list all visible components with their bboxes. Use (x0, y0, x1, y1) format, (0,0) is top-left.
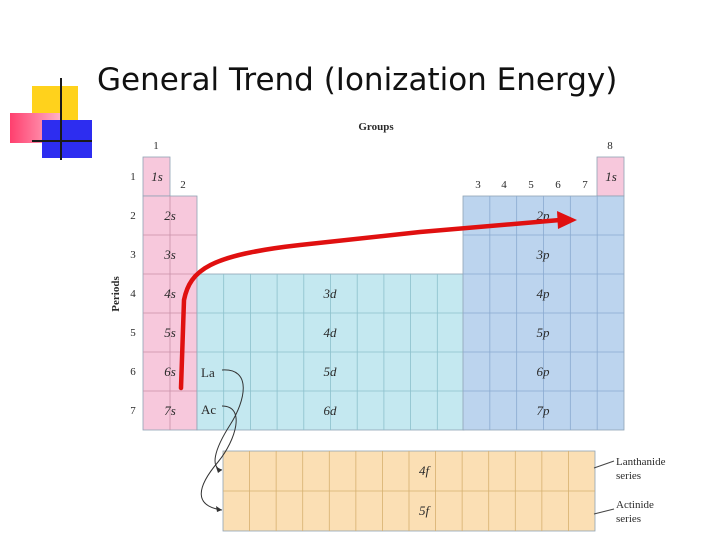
actinide-pointer (593, 508, 615, 515)
group-number-5: 5 (528, 179, 534, 191)
s-block-label: 4s (164, 286, 176, 301)
logo-blue-square (42, 120, 92, 158)
p-block-label: 4p (537, 286, 551, 301)
s-block-label: 2s (164, 208, 176, 223)
s-block-grid (143, 196, 197, 430)
lanthanide-arrowhead (216, 467, 222, 473)
group-number-4: 4 (501, 179, 507, 191)
p-block-grid (463, 196, 624, 430)
actinide-label-line1: Actinide (616, 499, 654, 511)
p-block-label: 3p (536, 247, 551, 262)
s-block-label: 1s (151, 169, 163, 184)
period-number: 4 (130, 288, 136, 300)
group-number-2: 2 (180, 179, 186, 191)
group-number-1: 1 (153, 140, 159, 152)
block-cells (142, 156, 625, 532)
logo-horizontal-line (32, 140, 92, 142)
f-block-label-5f: 5f (419, 503, 432, 518)
d-block-label: 5d (324, 364, 338, 379)
lanthanide-pointer (593, 460, 615, 469)
s-block-label: 3s (163, 247, 176, 262)
period-number: 7 (130, 405, 136, 417)
group-number-7: 7 (582, 179, 588, 191)
p-block-label: 5p (537, 325, 551, 340)
helium-cell (596, 156, 625, 197)
d-block-label: 6d (324, 403, 338, 418)
period-number: 1 (130, 171, 136, 183)
s-block-label: 5s (164, 325, 176, 340)
p-block-label: 6p (537, 364, 551, 379)
s-block-label: 6s (164, 364, 176, 379)
d-block-label: 4d (324, 325, 338, 340)
s-block-label: 7s (164, 403, 176, 418)
d-block-grid (197, 274, 464, 430)
lanthanide-label-line2: series (616, 470, 641, 482)
logo-vertical-line (60, 78, 62, 160)
group-number-6: 6 (555, 179, 561, 191)
d-block-label: 3d (323, 286, 338, 301)
lanthanide-connector-arrow (214, 369, 244, 471)
f-block-label-4f: 4f (419, 463, 432, 478)
period-number: 3 (130, 249, 136, 261)
period-numbers: 1 2 3 4 5 6 7 (130, 171, 136, 417)
slide-title: General Trend (Ionization Energy) (97, 62, 618, 98)
ionization-trend-arrow (178, 217, 563, 391)
period-number: 5 (130, 327, 136, 339)
p-block-label: 7p (537, 403, 551, 418)
period-number: 2 (130, 210, 136, 222)
actinide-label-line2: series (616, 513, 641, 525)
lanthanide-label-line1: Lanthanide (616, 456, 666, 468)
actinide-connector-arrow (200, 405, 237, 511)
periods-heading: Periods (110, 276, 122, 312)
f-block-grid (223, 451, 595, 531)
s-block-period-1 (142, 156, 171, 197)
group-number-8: 8 (607, 140, 613, 152)
period-number: 6 (130, 366, 136, 378)
group-number-3: 3 (475, 179, 481, 191)
ionization-trend-arrowhead (557, 211, 577, 229)
lanthanum-symbol: La (201, 365, 215, 380)
actinide-arrowhead (216, 506, 222, 512)
helium-block-label: 1s (605, 169, 617, 184)
actinium-symbol: Ac (201, 402, 216, 417)
groups-heading: Groups (358, 121, 394, 133)
